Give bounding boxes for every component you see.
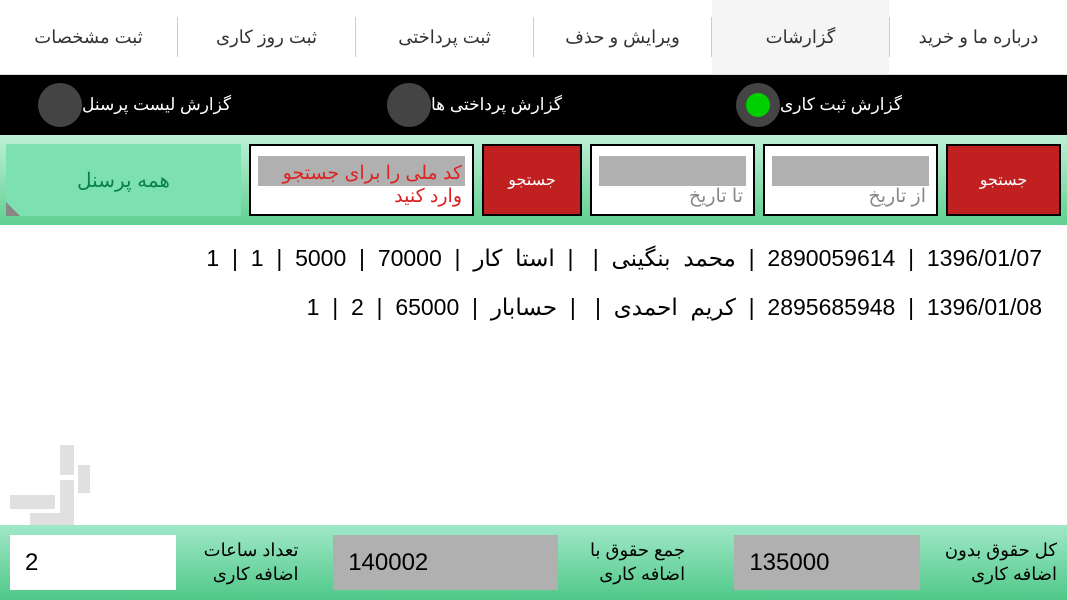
search-code-button[interactable]: جستجو	[482, 144, 582, 216]
search-date-button[interactable]: جستجو	[946, 144, 1061, 216]
main-tabs: درباره ما و خرید گزارشات ویرایش و حذف ثب…	[0, 0, 1067, 75]
search-bar: جستجو از تاریخ تا تاریخ جستجو کد ملی را …	[0, 135, 1067, 225]
tab-about[interactable]: درباره ما و خرید	[890, 0, 1067, 74]
value-total-salary: 135000	[734, 535, 920, 590]
placeholder: کد ملی را برای جستجو وارد کنید	[251, 162, 462, 208]
radio-icon	[387, 83, 431, 127]
radio-icon	[38, 83, 82, 127]
dropdown-corner-icon	[6, 202, 20, 216]
from-date-input[interactable]: از تاریخ	[763, 144, 938, 216]
tab-payment[interactable]: ثبت پرداختی	[356, 0, 533, 74]
radio-label: گزارش ثبت کاری	[780, 95, 902, 115]
report-type-bar: گزارش ثبت کاری گزارش پرداختی ها گزارش لی…	[0, 75, 1067, 135]
value-overtime-hours: 2	[10, 535, 176, 590]
national-code-input[interactable]: کد ملی را برای جستجو وارد کنید	[249, 144, 474, 216]
radio-personnel-list[interactable]: گزارش لیست پرسنل	[10, 83, 359, 127]
results-list: 1396/01/07 | 2890059614 | محمد بنگینی | …	[0, 225, 1067, 363]
placeholder: از تاریخ	[868, 185, 926, 208]
value-with-overtime: 140002	[333, 535, 558, 590]
to-date-input[interactable]: تا تاریخ	[590, 144, 755, 216]
radio-work-report[interactable]: گزارش ثبت کاری	[708, 83, 1057, 127]
placeholder: تا تاریخ	[689, 185, 743, 208]
radio-icon	[736, 83, 780, 127]
radio-payment-report[interactable]: گزارش پرداختی ها	[359, 83, 708, 127]
label-with-overtime: جمع حقوق با اضافه کاری	[568, 539, 685, 586]
result-row: 1396/01/07 | 2890059614 | محمد بنگینی | …	[25, 245, 1042, 272]
all-personnel-label: همه پرسنل	[77, 168, 170, 193]
tab-edit[interactable]: ویرایش و حذف	[534, 0, 711, 74]
radio-label: گزارش لیست پرسنل	[82, 95, 231, 115]
summary-bar: کل حقوق بدون اضافه کاری 135000 جمع حقوق …	[0, 525, 1067, 600]
label-overtime-hours: تعداد ساعات اضافه کاری	[186, 539, 298, 586]
tab-profile[interactable]: ثبت مشخصات	[0, 0, 177, 74]
result-row: 1396/01/08 | 2895685948 | کریم احمدی | |…	[25, 294, 1042, 321]
tab-reports[interactable]: گزارشات	[712, 0, 889, 74]
all-personnel-button[interactable]: همه پرسنل	[6, 144, 241, 216]
radio-label: گزارش پرداختی ها	[431, 95, 562, 115]
tab-workday[interactable]: ثبت روز کاری	[178, 0, 355, 74]
label-total-salary: کل حقوق بدون اضافه کاری	[930, 539, 1057, 586]
